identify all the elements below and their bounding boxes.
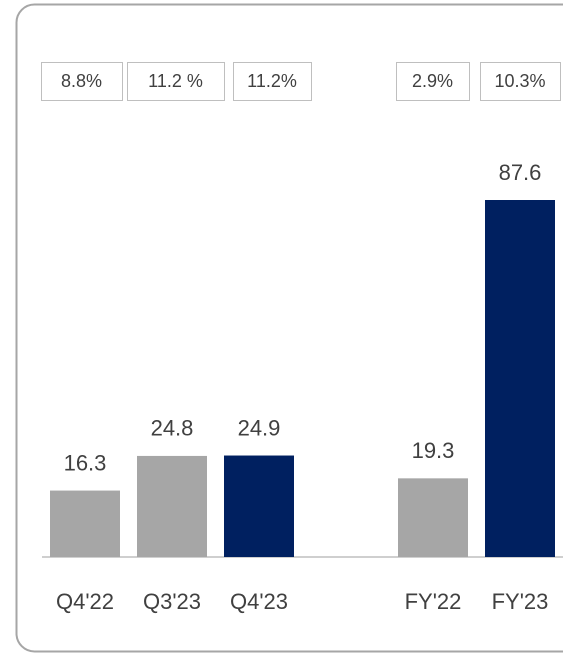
category-label: Q3'23 [143, 589, 201, 614]
bar [398, 478, 468, 557]
bar [224, 455, 294, 557]
annotation: 11.2 % [148, 71, 203, 91]
annotation: 11.2% [247, 71, 297, 91]
annotation: 10.3% [494, 71, 545, 91]
value-label: 16.3 [64, 450, 107, 475]
value-label: 24.9 [238, 415, 281, 440]
category-label: FY'22 [405, 589, 462, 614]
bar [137, 455, 207, 557]
annotation-box [480, 62, 561, 101]
annotation-box [233, 62, 312, 101]
value-label: 19.3 [412, 438, 455, 463]
annotation-box [41, 62, 123, 101]
annotation-box [396, 62, 470, 101]
category-label: Q4'22 [56, 589, 114, 614]
category-label: FY'23 [492, 589, 549, 614]
bar [50, 490, 120, 557]
value-label: 87.6 [499, 160, 542, 185]
bar [485, 200, 555, 557]
annotation: 8.8% [61, 71, 102, 91]
category-label: Q4'23 [230, 589, 288, 614]
annotation-box [127, 62, 225, 101]
annotation: 2.9% [412, 71, 453, 91]
value-label: 24.8 [151, 416, 194, 441]
